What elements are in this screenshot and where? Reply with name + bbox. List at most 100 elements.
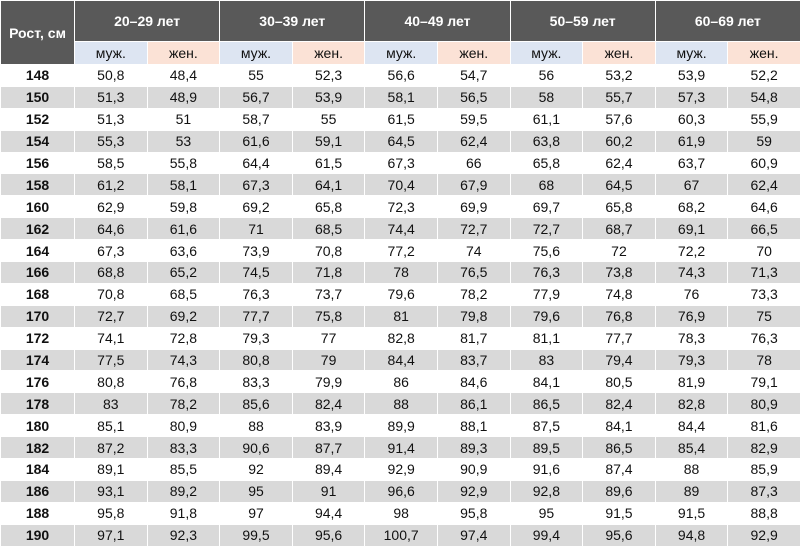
weight-cell: 81,9	[655, 371, 728, 393]
weight-cell: 92,9	[728, 524, 800, 546]
weight-cell: 81,1	[510, 327, 583, 349]
weight-cell: 83,3	[147, 437, 220, 459]
weight-cell: 77,2	[365, 240, 438, 262]
female-header: жен.	[292, 42, 365, 65]
weight-cell: 63,7	[655, 152, 728, 174]
weight-cell: 72,8	[147, 327, 220, 349]
height-cell: 150	[1, 86, 75, 108]
weight-cell: 94,4	[292, 502, 365, 524]
weight-cell: 73,3	[728, 283, 800, 305]
weight-cell: 64,4	[220, 152, 293, 174]
weight-cell: 87,7	[292, 437, 365, 459]
weight-cell: 68,8	[75, 262, 148, 284]
weight-cell: 74,4	[365, 218, 438, 240]
weight-cell: 59,8	[147, 196, 220, 218]
weight-cell: 61,9	[655, 130, 728, 152]
sex-header-row: муж. жен. муж. жен. муж. жен. муж. жен. …	[1, 42, 800, 65]
weight-cell: 95,8	[437, 502, 510, 524]
weight-cell: 85,6	[220, 393, 293, 415]
weight-cell: 53,9	[655, 65, 728, 87]
weight-cell: 56,5	[437, 86, 510, 108]
height-cell: 152	[1, 108, 75, 130]
age-group-header: 50–59 лет	[510, 1, 655, 42]
weight-cell: 92,9	[437, 480, 510, 502]
height-cell: 162	[1, 218, 75, 240]
weight-cell: 81	[365, 305, 438, 327]
weight-cell: 79,3	[220, 327, 293, 349]
weight-cell: 55,7	[583, 86, 656, 108]
weight-cell: 78,3	[655, 327, 728, 349]
weight-cell: 67,3	[75, 240, 148, 262]
weight-cell: 84,1	[583, 415, 656, 437]
weight-cell: 71,8	[292, 262, 365, 284]
weight-cell: 63,6	[147, 240, 220, 262]
weight-cell: 62,4	[437, 130, 510, 152]
weight-cell: 62,9	[75, 196, 148, 218]
weight-cell: 88,1	[437, 415, 510, 437]
weight-cell: 82,9	[728, 437, 800, 459]
weight-cell: 61,6	[147, 218, 220, 240]
weight-cell: 92,3	[147, 524, 220, 546]
weight-cell: 54,8	[728, 86, 800, 108]
weight-cell: 77,7	[220, 305, 293, 327]
weight-cell: 78	[365, 262, 438, 284]
weight-cell: 79,3	[655, 349, 728, 371]
weight-cell: 60,9	[728, 152, 800, 174]
female-header: жен.	[437, 42, 510, 65]
weight-cell: 76,3	[728, 327, 800, 349]
weight-cell: 69,1	[655, 218, 728, 240]
weight-cell: 61,5	[365, 108, 438, 130]
weight-cell: 97,1	[75, 524, 148, 546]
weight-cell: 58,1	[147, 174, 220, 196]
male-header: муж.	[655, 42, 728, 65]
weight-cell: 55	[220, 65, 293, 87]
weight-cell: 61,2	[75, 174, 148, 196]
weight-cell: 78	[728, 349, 800, 371]
weight-cell: 73,8	[583, 262, 656, 284]
weight-cell: 91	[292, 480, 365, 502]
weight-cell: 80,9	[728, 393, 800, 415]
weight-cell: 67	[655, 174, 728, 196]
weight-cell: 87,5	[510, 415, 583, 437]
height-cell: 182	[1, 437, 75, 459]
weight-cell: 89,2	[147, 480, 220, 502]
weight-cell: 76	[655, 283, 728, 305]
height-cell: 168	[1, 283, 75, 305]
weight-cell: 79,8	[437, 305, 510, 327]
weight-cell: 87,2	[75, 437, 148, 459]
weight-cell: 91,8	[147, 502, 220, 524]
weight-cell: 82,8	[365, 327, 438, 349]
weight-cell: 72,7	[75, 305, 148, 327]
weight-cell: 55,3	[75, 130, 148, 152]
weight-cell: 64,5	[365, 130, 438, 152]
weight-cell: 92	[220, 459, 293, 481]
weight-cell: 64,1	[292, 174, 365, 196]
male-header: муж.	[220, 42, 293, 65]
table-header: Рост, см 20–29 лет 30–39 лет 40–49 лет 5…	[1, 1, 800, 65]
weight-cell: 86	[365, 371, 438, 393]
weight-cell: 71	[220, 218, 293, 240]
weight-cell: 91,4	[365, 437, 438, 459]
weight-cell: 54,7	[437, 65, 510, 87]
weight-cell: 51,3	[75, 86, 148, 108]
weight-cell: 82,4	[292, 393, 365, 415]
weight-cell: 62,4	[728, 174, 800, 196]
height-cell: 172	[1, 327, 75, 349]
weight-cell: 85,9	[728, 459, 800, 481]
weight-cell: 86,1	[437, 393, 510, 415]
weight-cell: 97,4	[437, 524, 510, 546]
weight-cell: 77,5	[75, 349, 148, 371]
age-group-header: 40–49 лет	[365, 1, 510, 42]
weight-cell: 58,1	[365, 86, 438, 108]
weight-cell: 86,5	[583, 437, 656, 459]
